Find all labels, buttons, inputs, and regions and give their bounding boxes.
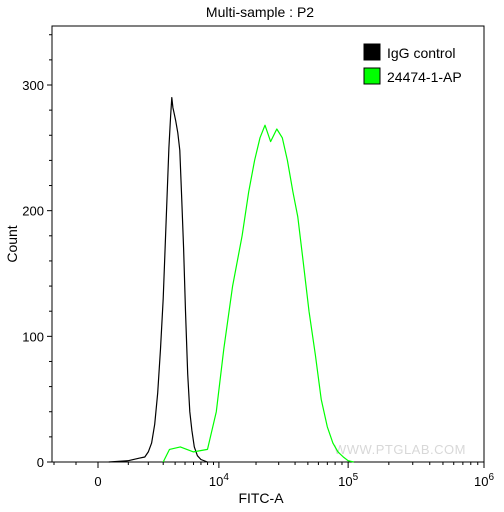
x-axis-label: FITC-A [238,490,284,506]
legend-swatch [363,43,381,61]
legend: IgG control 24474-1-AP [363,43,462,85]
legend-label: IgG control [387,45,455,61]
chart-title: Multi-sample : P2 [206,4,314,20]
x-tick-label: 106 [474,472,494,489]
y-axis-label: Count [4,225,20,262]
x-tick-label: 105 [338,472,358,489]
legend-swatch [363,67,381,85]
series-line-igg-control [108,97,208,463]
plot-frame [51,25,485,463]
y-tick-label: 0 [37,455,44,470]
y-tick-label: 200 [22,204,44,219]
x-tick-label: 0 [94,474,101,489]
x-tick-label: 104 [209,472,229,489]
data-layer [108,97,354,463]
y-tick-label: 100 [22,329,44,344]
x-axis: 0 104 105 106 [53,462,494,489]
y-tick-label: 300 [22,78,44,93]
series-line-24474-1-ap [162,124,354,463]
watermark-text: WWW.PTGLAB.COM [334,442,466,457]
legend-label: 24474-1-AP [387,69,462,85]
y-axis: 0 100 200 300 [22,34,52,470]
